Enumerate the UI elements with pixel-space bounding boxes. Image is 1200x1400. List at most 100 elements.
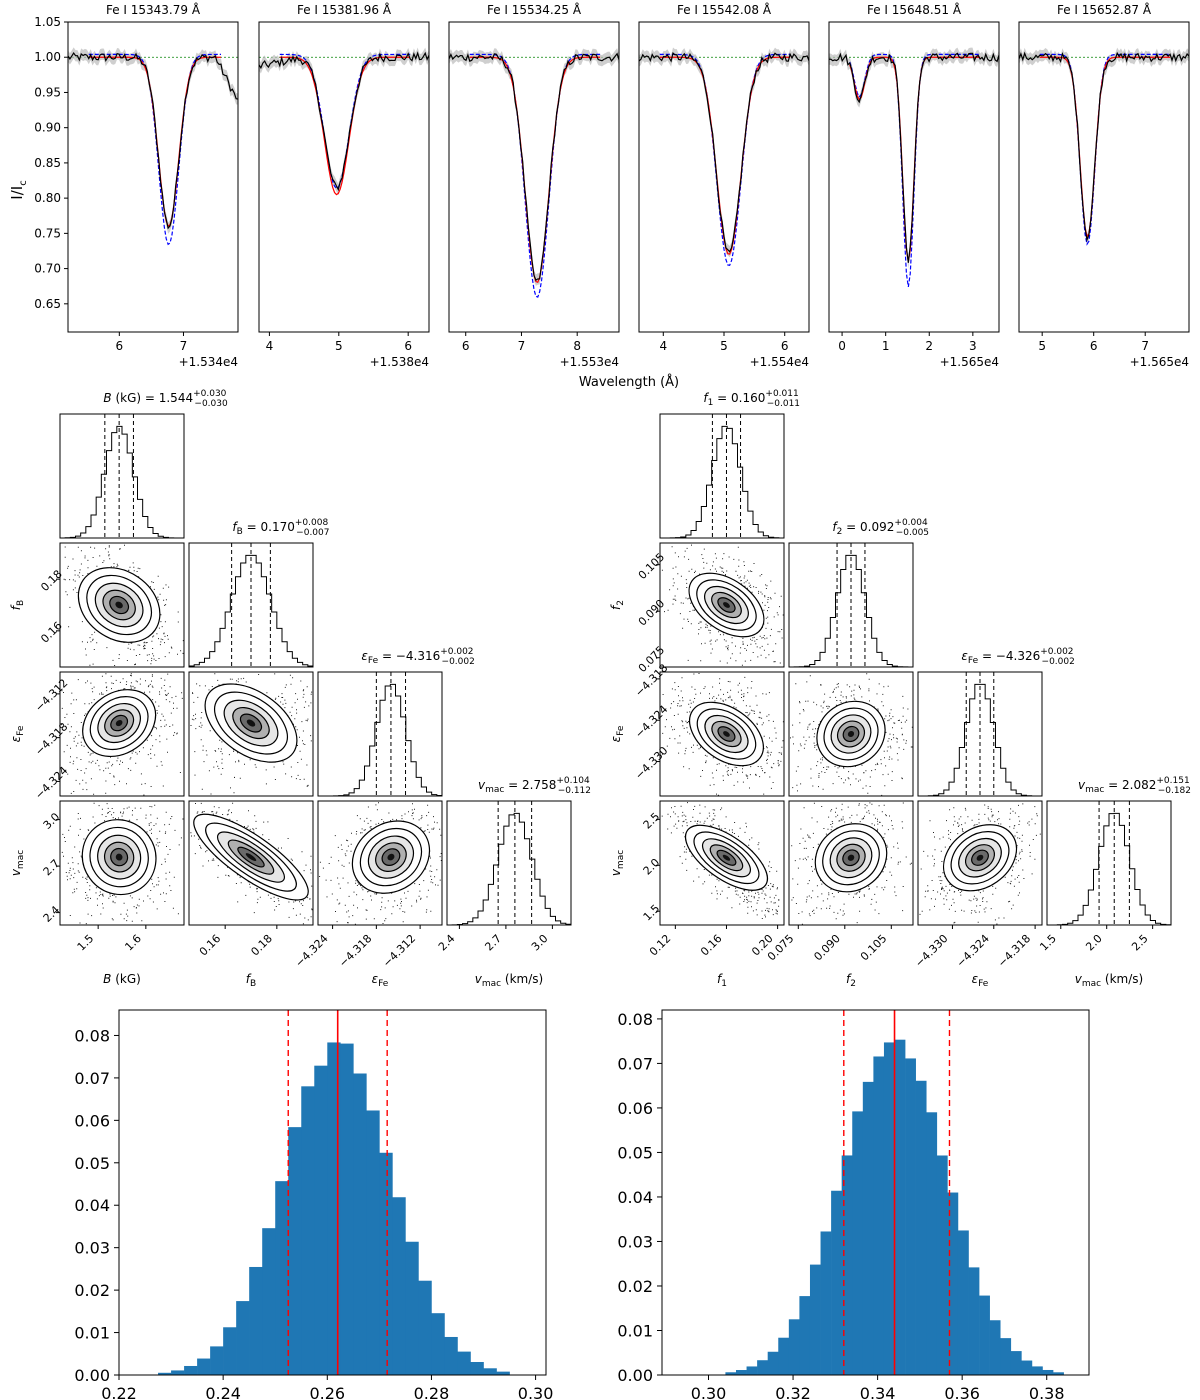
hist-bar <box>158 1372 172 1375</box>
xtick-label: 6 <box>404 339 412 353</box>
spectral-line-panels: Fe I 15343.79 Å 6 7 +1.534e4 1.05 1.00 0.95 0.9… <box>34 2 1190 369</box>
cell-frame <box>446 800 572 926</box>
panel-title: Fe I 15648.51 Å <box>867 2 962 17</box>
axes-frame <box>118 1009 547 1376</box>
ytick-label: 1.5 <box>641 902 663 924</box>
ytick-label: 0.08 <box>74 1026 110 1045</box>
hist-bar <box>444 1336 458 1375</box>
histogram-right: 0.30 0.32 0.34 0.36 0.38 0.00 0.01 0.02 0.03 0.04… <box>617 1009 1090 1400</box>
cell-frame <box>317 671 443 797</box>
hist-bar <box>862 1081 874 1375</box>
hist-bar <box>926 1112 938 1375</box>
ytick-label: 0.02 <box>74 1281 110 1300</box>
hist-bar <box>979 1295 990 1375</box>
xtick-label: 0.22 <box>101 1384 137 1400</box>
xtick-label: 6 <box>781 339 789 353</box>
series-observed <box>67 51 239 230</box>
panel-frame <box>448 21 620 333</box>
density-contour <box>115 601 123 609</box>
scatter-cell-v_mac-vs-f_2 <box>788 800 914 926</box>
hist-bar <box>483 1368 497 1375</box>
axis-xlabel: vmac (km/s) <box>475 972 543 989</box>
density-contour <box>723 731 730 737</box>
hist-bar <box>340 1043 354 1375</box>
density-contour <box>387 853 395 861</box>
xtick-label: 6 <box>462 339 470 353</box>
xtick-label: 0.16 <box>698 932 725 959</box>
hist-bar <box>894 1039 906 1375</box>
xtick-label: 1 <box>882 339 890 353</box>
x-offset-label: +1.538e4 <box>370 355 429 369</box>
ytick-label: 0.01 <box>74 1324 110 1343</box>
scatter-cell-v_mac-vs-eps_Fe <box>317 800 443 926</box>
cell-frame <box>659 413 785 539</box>
ytick-label: 0.08 <box>617 1010 653 1029</box>
hist-bar <box>778 1337 790 1375</box>
marginal-histogram-eps_Fe: εFe = −4.316+0.002 −0.002 <box>317 647 475 797</box>
ytick-label: 0.65 <box>34 297 61 311</box>
spectrum-panel-3: Fe I 15534.25 Å 6 7 8 +1.553e4 <box>448 2 620 369</box>
param-title: fB = 0.170+0.008 −0.007 <box>232 518 329 538</box>
hist-bar <box>236 1301 250 1375</box>
xtick-label: 6 <box>1090 339 1098 353</box>
hist-bar <box>496 1371 510 1375</box>
hist-bar <box>171 1370 185 1375</box>
spectra-ylabel-sub: c <box>18 180 29 186</box>
ytick-label: 2.7 <box>41 857 63 879</box>
ytick-label: −4.324 <box>633 703 671 741</box>
hist-bar <box>275 1181 289 1375</box>
xtick-label: 2.0 <box>1083 932 1105 954</box>
corner-plot-left: B (kG) = 1.544+0.030 −0.030 fB = 0.170+0.0… <box>9 389 591 989</box>
xtick-label: 0.30 <box>691 1384 727 1400</box>
hist-bar <box>852 1111 864 1375</box>
axis-ylabel: vmac <box>9 850 26 876</box>
axis-ylabel: fB <box>9 600 26 610</box>
panel-frame <box>1018 21 1190 333</box>
density-contour <box>115 853 123 861</box>
x-offset-label: +1.553e4 <box>560 355 619 369</box>
density-contour <box>847 731 855 737</box>
hist-bar <box>327 1042 341 1375</box>
hist-bar <box>210 1346 224 1375</box>
hist-bar <box>799 1296 811 1375</box>
hist-bar <box>288 1127 302 1375</box>
xtick-label: 2.7 <box>482 932 504 954</box>
cell-frame <box>788 542 914 668</box>
xtick-label: −4.318 <box>995 932 1033 970</box>
axis-xlabel: f1 <box>717 972 727 989</box>
hist-bar <box>873 1056 885 1375</box>
ytick-label: 0.18 <box>38 567 65 594</box>
marginal-histogram-B: B (kG) = 1.544+0.030 −0.030 <box>59 389 228 539</box>
ytick-label: 2.5 <box>641 810 663 832</box>
axis-xlabel: vmac (km/s) <box>1075 972 1143 989</box>
param-title: B (kG) = 1.544+0.030 −0.030 <box>103 389 228 409</box>
ytick-label: 2.0 <box>641 856 663 878</box>
cell-frame <box>917 800 1043 926</box>
axis-xlabel: fB <box>246 972 256 989</box>
histogram-steps <box>317 683 443 797</box>
ytick-label: 0.07 <box>74 1069 110 1088</box>
ytick-label: 0.02 <box>617 1277 653 1296</box>
cell-frame <box>659 542 785 668</box>
spectrum-panel-2: Fe I 15381.96 Å 4 5 6 +1.538e4 <box>258 2 430 369</box>
axis-ylabel: εFe <box>609 725 626 742</box>
hist-bar <box>1042 1369 1054 1375</box>
ytick-label: 0.04 <box>74 1196 110 1215</box>
ytick-label: 0.090 <box>636 597 667 628</box>
density-contour <box>245 853 257 862</box>
hist-bar <box>957 1230 969 1375</box>
series-alt-model <box>659 53 791 266</box>
panel-title: Fe I 15381.96 Å <box>297 2 392 17</box>
axis-ylabel: vmac <box>609 850 626 876</box>
xtick-label: −4.324 <box>293 932 331 970</box>
xtick-label: 5 <box>1038 339 1046 353</box>
ytick-label: 0.95 <box>34 85 61 99</box>
xtick-label: 7 <box>1141 339 1149 353</box>
hist-bar <box>809 1264 821 1375</box>
ytick-label: −4.318 <box>33 720 71 758</box>
hist-bar <box>1021 1360 1033 1375</box>
ytick-label: −4.312 <box>33 676 71 714</box>
hist-bar <box>418 1280 432 1375</box>
axis-xlabel: f2 <box>846 972 856 989</box>
density-contour <box>976 854 984 861</box>
